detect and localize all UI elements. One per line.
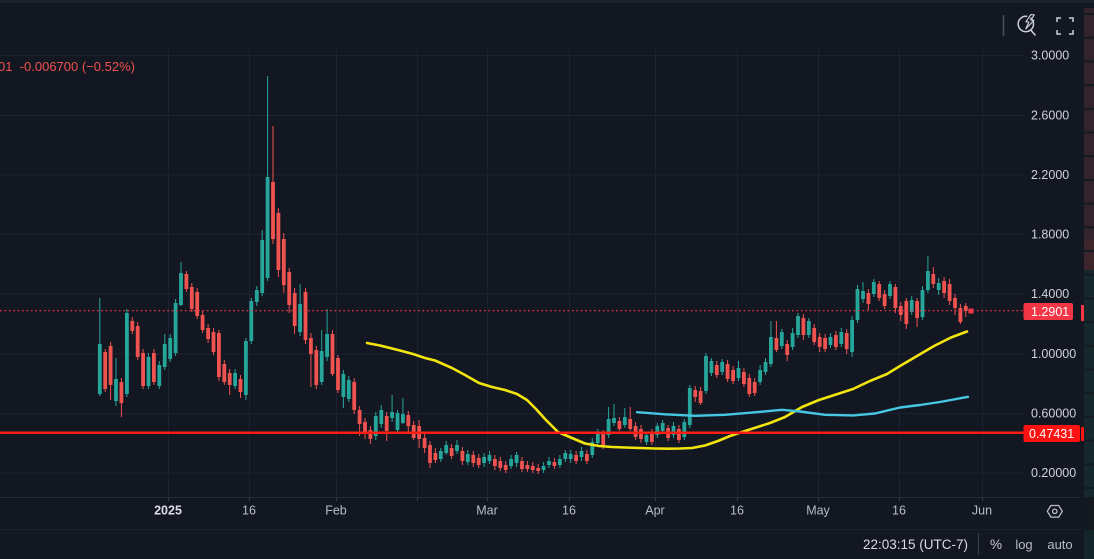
svg-text:3.0000: 3.0000 <box>1031 48 1069 62</box>
svg-text:Jun: Jun <box>972 504 992 518</box>
svg-text:0.20000: 0.20000 <box>1031 466 1076 480</box>
svg-text:1.4000: 1.4000 <box>1031 287 1069 301</box>
svg-text:16: 16 <box>562 504 576 518</box>
svg-text:auto: auto <box>1047 537 1072 552</box>
svg-text:May: May <box>806 504 830 518</box>
svg-text:1.2901: 1.2901 <box>1031 305 1069 319</box>
svg-text:16: 16 <box>730 504 744 518</box>
svg-text:Feb: Feb <box>325 504 347 518</box>
svg-text:Mar: Mar <box>476 504 498 518</box>
svg-text:2.2000: 2.2000 <box>1031 168 1069 182</box>
svg-text:16: 16 <box>892 504 906 518</box>
svg-text:0.60000: 0.60000 <box>1031 406 1076 420</box>
svg-text:log: log <box>1015 537 1032 552</box>
svg-text:0.47431: 0.47431 <box>1029 427 1074 441</box>
svg-text:2.6000: 2.6000 <box>1031 108 1069 122</box>
svg-text:2025: 2025 <box>154 504 182 518</box>
svg-text:22:03:15 (UTC-7): 22:03:15 (UTC-7) <box>863 537 968 552</box>
svg-text:Apr: Apr <box>645 504 664 518</box>
svg-text:16: 16 <box>242 504 256 518</box>
svg-text:1.8000: 1.8000 <box>1031 227 1069 241</box>
svg-text:1.00000: 1.00000 <box>1031 347 1076 361</box>
svg-text:01 -0.006700 (−0.52%): 01 -0.006700 (−0.52%) <box>0 59 135 74</box>
svg-text:%: % <box>990 537 1002 552</box>
